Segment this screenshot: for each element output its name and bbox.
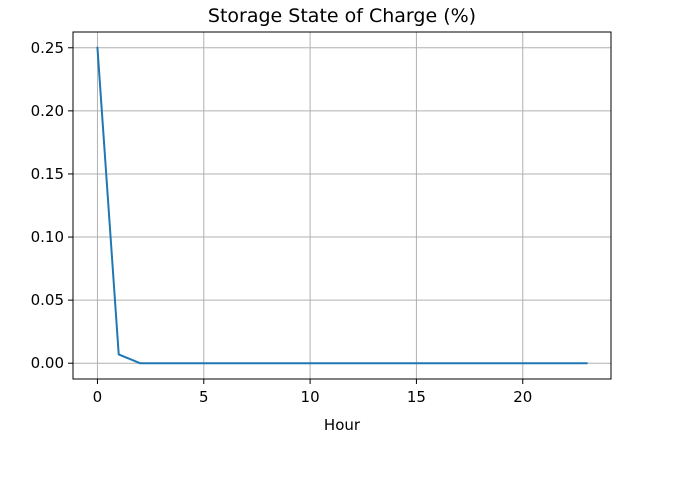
plot-frame: [72, 31, 612, 380]
y-tick-label: 0.20: [31, 102, 64, 120]
x-tick-label: 20: [513, 388, 532, 406]
series-line: [96, 46, 588, 365]
x-tick-label: 0: [93, 388, 103, 406]
y-tick-label: 0.00: [31, 354, 64, 372]
series-layer: [96, 46, 588, 365]
x-tick-label: 10: [301, 388, 320, 406]
x-tick-label: 15: [407, 388, 426, 406]
y-tick-label: 0.10: [31, 228, 64, 246]
y-tick-label: 0.05: [31, 291, 64, 309]
y-tick-label: 0.25: [31, 39, 64, 57]
chart-title: Storage State of Charge (%): [208, 5, 476, 27]
y-tick-label: 0.15: [31, 165, 64, 183]
x-axis-title: Hour: [324, 416, 361, 434]
axis-ticks: 0 5 10 15 20 0.00 0.05 0.10 0.15 0.20 0.25: [31, 39, 533, 406]
x-tick-label: 5: [199, 388, 209, 406]
grid-lines: [73, 32, 611, 379]
